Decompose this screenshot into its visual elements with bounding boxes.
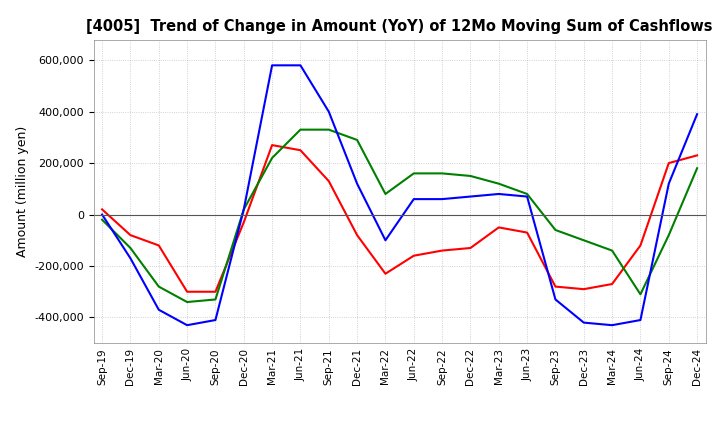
Investing Cashflow xyxy=(211,297,220,302)
Operating Cashflow xyxy=(268,143,276,148)
Free Cashflow xyxy=(466,194,474,199)
Investing Cashflow xyxy=(268,155,276,161)
Operating Cashflow xyxy=(608,282,616,287)
Free Cashflow xyxy=(580,320,588,325)
Operating Cashflow xyxy=(551,284,559,289)
Operating Cashflow xyxy=(693,153,701,158)
Line: Free Cashflow: Free Cashflow xyxy=(102,65,697,325)
Free Cashflow xyxy=(183,323,192,328)
Free Cashflow xyxy=(296,62,305,68)
Operating Cashflow xyxy=(126,232,135,238)
Free Cashflow xyxy=(381,238,390,243)
Investing Cashflow xyxy=(580,238,588,243)
Operating Cashflow xyxy=(183,289,192,294)
Investing Cashflow xyxy=(693,165,701,171)
Free Cashflow xyxy=(325,109,333,114)
Free Cashflow xyxy=(523,194,531,199)
Investing Cashflow xyxy=(495,181,503,186)
Free Cashflow xyxy=(495,191,503,197)
Investing Cashflow xyxy=(523,191,531,197)
Title: [4005]  Trend of Change in Amount (YoY) of 12Mo Moving Sum of Cashflows: [4005] Trend of Change in Amount (YoY) o… xyxy=(86,19,713,34)
Operating Cashflow xyxy=(296,147,305,153)
Operating Cashflow xyxy=(580,286,588,292)
Free Cashflow xyxy=(410,197,418,202)
Operating Cashflow xyxy=(381,271,390,276)
Free Cashflow xyxy=(636,317,644,323)
Investing Cashflow xyxy=(325,127,333,132)
Free Cashflow xyxy=(665,181,673,186)
Y-axis label: Amount (million yen): Amount (million yen) xyxy=(16,126,29,257)
Free Cashflow xyxy=(693,112,701,117)
Free Cashflow xyxy=(353,181,361,186)
Investing Cashflow xyxy=(636,292,644,297)
Investing Cashflow xyxy=(665,232,673,238)
Operating Cashflow xyxy=(353,232,361,238)
Investing Cashflow xyxy=(98,217,107,222)
Free Cashflow xyxy=(126,256,135,261)
Operating Cashflow xyxy=(211,289,220,294)
Operating Cashflow xyxy=(410,253,418,258)
Investing Cashflow xyxy=(381,191,390,197)
Investing Cashflow xyxy=(240,207,248,212)
Investing Cashflow xyxy=(183,299,192,304)
Investing Cashflow xyxy=(466,173,474,179)
Free Cashflow xyxy=(551,297,559,302)
Line: Investing Cashflow: Investing Cashflow xyxy=(102,130,697,302)
Operating Cashflow xyxy=(466,246,474,251)
Operating Cashflow xyxy=(495,225,503,230)
Investing Cashflow xyxy=(438,171,446,176)
Free Cashflow xyxy=(608,323,616,328)
Operating Cashflow xyxy=(98,207,107,212)
Operating Cashflow xyxy=(325,179,333,184)
Investing Cashflow xyxy=(551,227,559,233)
Free Cashflow xyxy=(268,62,276,68)
Investing Cashflow xyxy=(296,127,305,132)
Free Cashflow xyxy=(211,317,220,323)
Operating Cashflow xyxy=(438,248,446,253)
Operating Cashflow xyxy=(523,230,531,235)
Operating Cashflow xyxy=(155,243,163,248)
Investing Cashflow xyxy=(126,246,135,251)
Investing Cashflow xyxy=(155,284,163,289)
Free Cashflow xyxy=(438,197,446,202)
Operating Cashflow xyxy=(665,161,673,166)
Operating Cashflow xyxy=(636,243,644,248)
Free Cashflow xyxy=(98,212,107,217)
Operating Cashflow xyxy=(240,220,248,225)
Investing Cashflow xyxy=(410,171,418,176)
Investing Cashflow xyxy=(353,137,361,143)
Investing Cashflow xyxy=(608,248,616,253)
Line: Operating Cashflow: Operating Cashflow xyxy=(102,145,697,292)
Free Cashflow xyxy=(155,307,163,312)
Free Cashflow xyxy=(240,207,248,212)
